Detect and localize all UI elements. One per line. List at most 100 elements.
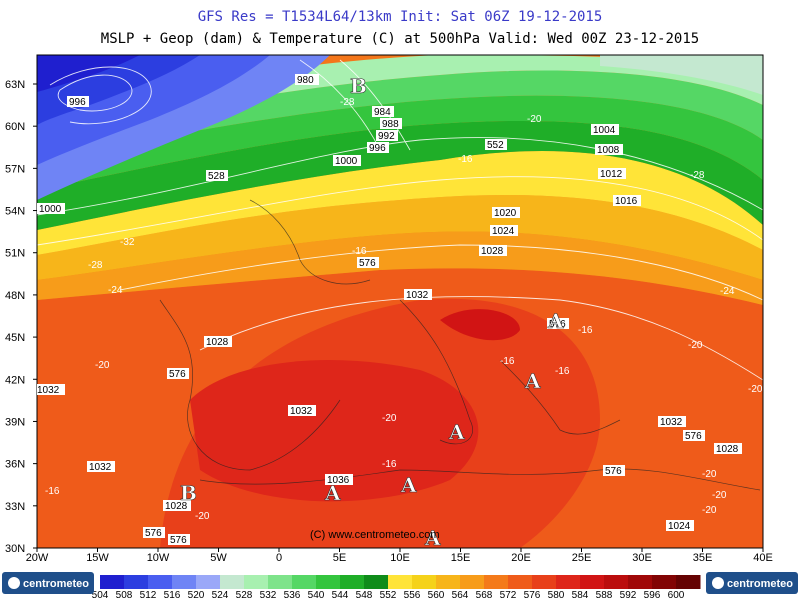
colorbar-label: 572	[500, 590, 517, 600]
temp-label: -28	[690, 170, 705, 181]
colorbar-swatch	[220, 575, 245, 589]
geopotential-field	[37, 55, 763, 548]
temp-label: -28	[88, 260, 103, 271]
pressure-label: 1028	[716, 444, 739, 455]
pressure-centers: B B A A A A A A	[180, 74, 565, 551]
pressure-label: 1028	[165, 501, 188, 512]
colorbar-label: 532	[260, 590, 277, 600]
temp-label: -28	[340, 97, 355, 108]
temp-label: -20	[527, 114, 542, 125]
colorbar-label: 536	[284, 590, 301, 600]
longitude-label: 20E	[511, 552, 531, 564]
colorbar-swatch	[580, 575, 605, 589]
colorbar-swatch	[460, 575, 485, 589]
colorbar-label: 512	[140, 590, 157, 600]
colorbar-swatch	[172, 575, 197, 589]
temp-label: -16	[555, 366, 570, 377]
colorbar-label: 504	[92, 590, 109, 600]
latitude-label: 48N	[5, 290, 25, 302]
temp-label: -20	[95, 360, 110, 371]
high-center-marker: A	[524, 369, 541, 393]
pressure-label: 984	[374, 107, 391, 118]
colorbar-label: 576	[524, 590, 541, 600]
temp-label: -16	[458, 154, 473, 165]
geop-label: 552	[487, 140, 504, 151]
pressure-label: 1032	[89, 462, 112, 473]
pressure-label: 1016	[615, 196, 638, 207]
latitude-label: 42N	[5, 374, 25, 386]
temp-label: -16	[352, 246, 367, 257]
colorbar-swatch	[628, 575, 653, 589]
colorbar-swatch	[124, 575, 149, 589]
latitude-label: 39N	[5, 416, 25, 428]
latitude-label: 30N	[5, 543, 25, 555]
colorbar-label: 560	[428, 590, 445, 600]
temp-label: -20	[712, 490, 727, 501]
latitude-label: 33N	[5, 501, 25, 513]
longitude-label: 10W	[147, 552, 170, 564]
colorbar-label: 524	[212, 590, 229, 600]
temp-label: -20	[702, 505, 717, 516]
temp-label: -16	[500, 356, 515, 367]
pressure-labels: 980 984 988 992 996 1000 1004 1008 1012 …	[37, 74, 742, 532]
latitude-label: 57N	[5, 163, 25, 175]
temp-label: -16	[578, 325, 593, 336]
high-center-marker: A	[448, 420, 465, 444]
colorbar-swatch	[556, 575, 581, 589]
geop-label: 576	[359, 258, 376, 269]
longitude-label: 5E	[333, 552, 346, 564]
colorbar-swatch	[412, 575, 437, 589]
pressure-label: 1032	[406, 290, 429, 301]
longitude-label: 25E	[572, 552, 592, 564]
colorbar-swatch	[652, 575, 677, 589]
latitude-label: 54N	[5, 206, 25, 218]
pressure-label: 1036	[327, 475, 350, 486]
pressure-label: 980	[297, 75, 314, 86]
longitude-label: 40E	[753, 552, 773, 564]
colorbar-label: 508	[116, 590, 133, 600]
colorbar-swatch	[292, 575, 317, 589]
colorbar-swatch	[148, 575, 173, 589]
logo-right: centrometeo	[706, 572, 798, 594]
logo-left-text: centrometeo	[23, 578, 89, 590]
colorbar-swatch	[244, 575, 269, 589]
pressure-label: 1032	[37, 385, 60, 396]
colorbar-label: 516	[164, 590, 181, 600]
colorbar-swatch	[436, 575, 461, 589]
temp-label: -20	[688, 340, 703, 351]
colorbar-label: 544	[332, 590, 349, 600]
colorbar-label: 540	[308, 590, 325, 600]
colorbar-label: 552	[380, 590, 397, 600]
geop-label: 576	[169, 369, 186, 380]
pressure-label: 1032	[290, 406, 313, 417]
logo-left: centrometeo	[2, 572, 94, 594]
colorbar-swatch	[316, 575, 341, 589]
colorbar-label: 528	[236, 590, 253, 600]
colorbar-swatch	[484, 575, 509, 589]
pressure-label: 1020	[494, 208, 517, 219]
geop-label: 576	[605, 466, 622, 477]
pressure-label: 988	[382, 119, 399, 130]
temp-label: -16	[45, 486, 60, 497]
colorbar: 504 508 512 516 520 524 528 532 536 540 544 548 552 5…	[92, 575, 701, 600]
pressure-label: 996	[69, 97, 86, 108]
colorbar-label: 580	[548, 590, 565, 600]
low-center-marker: B	[180, 481, 197, 505]
geopotential-labels: 552 576 576 576 576 528 576 576 576	[143, 139, 705, 546]
pressure-label: 1028	[481, 246, 504, 257]
pressure-label: 1024	[668, 521, 691, 532]
pressure-label: 1000	[335, 156, 358, 167]
colorbar-label: 556	[404, 590, 421, 600]
pressure-label: 1028	[206, 337, 229, 348]
latitude-label: 51N	[5, 248, 25, 260]
longitude-label: 15W	[86, 552, 109, 564]
colorbar-swatch	[100, 575, 125, 589]
longitude-labels: 20W 15W 10W 5W 0 5E 10E 15E 20E 25E 30E 35E 40E	[26, 548, 773, 564]
temp-label: -20	[195, 511, 210, 522]
longitude-label: 15E	[451, 552, 471, 564]
temp-label: -20	[702, 469, 717, 480]
colorbar-label: 520	[188, 590, 205, 600]
colorbar-label: 564	[452, 590, 469, 600]
longitude-label: 30E	[632, 552, 652, 564]
